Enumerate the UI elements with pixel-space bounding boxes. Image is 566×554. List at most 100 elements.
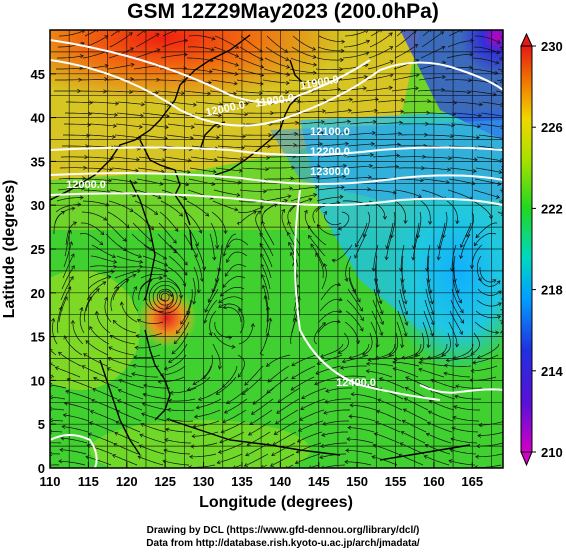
streamline-arrow xyxy=(316,224,321,229)
streamline xyxy=(63,241,73,268)
streamline xyxy=(415,332,425,356)
streamline xyxy=(427,421,453,433)
streamline-arrow xyxy=(142,30,147,33)
streamline-arrow xyxy=(477,277,482,282)
streamline-arrow xyxy=(167,359,173,363)
streamline-arrow xyxy=(100,231,105,236)
streamline-arrow xyxy=(505,397,509,400)
streamline xyxy=(262,464,268,468)
streamline-arrow xyxy=(392,360,397,365)
streamline-arrow xyxy=(340,185,345,190)
streamline-arrow xyxy=(208,331,213,337)
streamline xyxy=(377,99,405,103)
streamline xyxy=(476,156,501,161)
streamline-arrow xyxy=(400,109,405,114)
streamline xyxy=(374,277,382,304)
streamline xyxy=(224,398,248,414)
streamline xyxy=(90,255,117,263)
streamline-arrow xyxy=(495,60,500,65)
streamline-arrow xyxy=(401,355,406,360)
streamline xyxy=(241,376,263,395)
streamline xyxy=(115,123,143,128)
streamline-arrow xyxy=(470,38,475,43)
streamline-arrow xyxy=(211,36,216,41)
streamline xyxy=(351,98,379,103)
streamline-arrow xyxy=(454,343,460,348)
streamline xyxy=(89,326,110,345)
streamline-arrow xyxy=(232,91,237,96)
streamline xyxy=(289,68,317,74)
streamline xyxy=(429,400,455,411)
streamline-arrow xyxy=(299,417,304,421)
streamline-arrow xyxy=(198,229,203,234)
streamline-arrow xyxy=(344,141,349,146)
streamline xyxy=(210,222,218,249)
streamline xyxy=(216,156,244,160)
streamline xyxy=(393,367,419,378)
streamline xyxy=(444,79,472,81)
streamline xyxy=(159,211,179,232)
streamline-arrow xyxy=(218,102,223,107)
streamline-arrow xyxy=(50,429,53,434)
streamline xyxy=(480,112,503,117)
streamline-arrow xyxy=(321,322,326,327)
streamline-arrow xyxy=(307,225,312,230)
streamline xyxy=(242,156,270,159)
streamline xyxy=(320,442,347,447)
streamline-arrow xyxy=(223,409,229,414)
streamline xyxy=(193,123,221,127)
streamline xyxy=(453,406,480,411)
streamline-arrow xyxy=(373,432,378,437)
streamline xyxy=(91,244,116,258)
streamline-arrow xyxy=(125,279,130,283)
streamline-arrow xyxy=(365,51,370,56)
streamline xyxy=(87,444,113,455)
streamline xyxy=(424,299,435,326)
streamline-arrow xyxy=(180,91,185,96)
streamline xyxy=(85,167,113,170)
streamline xyxy=(184,222,199,247)
streamline xyxy=(213,332,236,348)
x-tick-label: 165 xyxy=(461,474,483,489)
streamline-arrow xyxy=(110,269,115,274)
streamline-arrow xyxy=(50,418,53,423)
streamline-arrow xyxy=(185,182,190,187)
streamline-arrow xyxy=(215,391,220,395)
streamline-arrow xyxy=(192,102,197,107)
streamline-arrow xyxy=(458,299,462,304)
streamline-arrow xyxy=(424,443,429,448)
streamline xyxy=(131,233,153,251)
streamline-arrow xyxy=(193,414,198,419)
streamline xyxy=(269,155,296,158)
streamline xyxy=(169,101,197,106)
streamline-arrow xyxy=(263,295,268,300)
streamline xyxy=(290,318,297,345)
streamline xyxy=(455,101,483,106)
streamline-arrow xyxy=(51,317,56,322)
streamline-arrow xyxy=(356,340,361,345)
streamline xyxy=(471,332,480,355)
streamline-arrow xyxy=(376,409,381,414)
streamline-arrow xyxy=(345,448,350,453)
y-tick-label: 40 xyxy=(31,111,45,126)
streamline-arrow xyxy=(265,167,270,172)
streamline xyxy=(87,276,111,290)
streamline-arrow xyxy=(69,276,74,281)
streamline xyxy=(288,79,316,82)
streamline xyxy=(264,57,290,68)
streamline-arrow xyxy=(112,134,116,139)
streamline xyxy=(460,222,472,248)
streamline-arrow xyxy=(234,62,239,67)
streamline-arrow xyxy=(108,178,112,183)
streamline xyxy=(167,409,195,412)
streamline-arrow xyxy=(380,30,383,33)
streamline-arrow xyxy=(221,383,226,388)
streamline-arrow xyxy=(404,386,409,391)
streamline xyxy=(59,449,87,455)
streamline xyxy=(369,32,393,48)
streamline-arrow xyxy=(320,465,324,468)
streamline-arrow xyxy=(337,87,341,92)
streamline xyxy=(446,53,474,59)
streamline xyxy=(265,306,269,334)
streamline-arrow xyxy=(136,269,141,274)
